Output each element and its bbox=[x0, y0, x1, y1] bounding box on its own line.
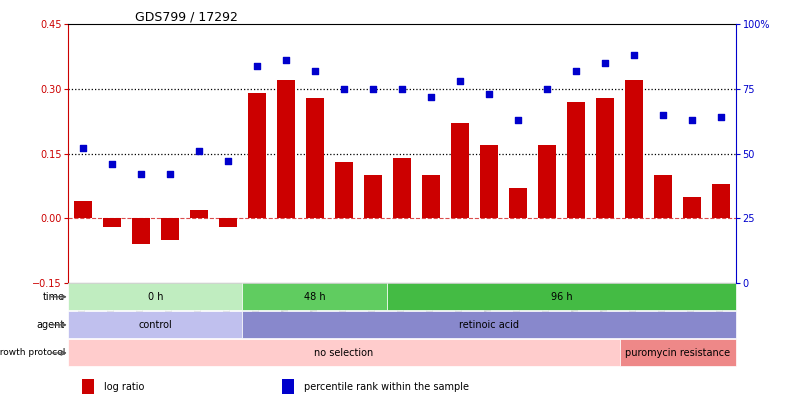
Text: log ratio: log ratio bbox=[104, 382, 144, 392]
Point bbox=[279, 57, 292, 64]
Bar bbox=[248, 93, 265, 218]
Bar bbox=[277, 80, 294, 218]
Text: puromycin resistance: puromycin resistance bbox=[624, 348, 729, 358]
Bar bbox=[243, 284, 387, 310]
Point bbox=[395, 86, 408, 92]
Text: 48 h: 48 h bbox=[304, 292, 325, 302]
Point bbox=[598, 60, 611, 66]
Bar bbox=[68, 311, 243, 338]
Bar bbox=[567, 102, 584, 218]
Point bbox=[105, 161, 118, 167]
Bar bbox=[619, 339, 735, 367]
Point bbox=[685, 117, 698, 123]
Text: agent: agent bbox=[37, 320, 65, 330]
Text: GDS799 / 17292: GDS799 / 17292 bbox=[135, 10, 238, 23]
Point bbox=[366, 86, 379, 92]
Bar bbox=[74, 201, 92, 218]
Bar bbox=[243, 311, 735, 338]
Point bbox=[192, 148, 205, 154]
Bar bbox=[68, 339, 619, 367]
Bar bbox=[190, 209, 207, 218]
Bar bbox=[596, 98, 613, 218]
Point bbox=[453, 78, 466, 84]
Point bbox=[656, 111, 669, 118]
Text: retinoic acid: retinoic acid bbox=[459, 320, 519, 330]
Bar bbox=[538, 145, 555, 218]
Point bbox=[569, 68, 582, 74]
Point bbox=[714, 114, 727, 121]
Point bbox=[163, 171, 176, 177]
Bar bbox=[335, 162, 353, 218]
Point bbox=[76, 145, 89, 151]
Text: 0 h: 0 h bbox=[148, 292, 163, 302]
Bar bbox=[68, 284, 243, 310]
Bar bbox=[282, 379, 294, 394]
Point bbox=[221, 158, 234, 164]
Bar bbox=[393, 158, 410, 218]
Text: no selection: no selection bbox=[314, 348, 373, 358]
Bar bbox=[82, 379, 94, 394]
Bar bbox=[306, 98, 324, 218]
Point bbox=[134, 171, 147, 177]
Bar bbox=[625, 80, 642, 218]
Text: growth protocol: growth protocol bbox=[0, 348, 65, 358]
Bar bbox=[387, 284, 735, 310]
Point bbox=[251, 62, 263, 69]
Point bbox=[627, 52, 640, 59]
Bar bbox=[450, 124, 468, 218]
Bar bbox=[479, 145, 497, 218]
Bar bbox=[103, 218, 120, 227]
Bar bbox=[132, 218, 149, 244]
Bar bbox=[364, 175, 381, 218]
Text: percentile rank within the sample: percentile rank within the sample bbox=[304, 382, 468, 392]
Bar bbox=[683, 196, 700, 218]
Bar bbox=[219, 218, 236, 227]
Point bbox=[511, 117, 524, 123]
Bar bbox=[654, 175, 671, 218]
Bar bbox=[509, 188, 526, 218]
Point bbox=[540, 86, 552, 92]
Bar bbox=[422, 175, 439, 218]
Text: control: control bbox=[138, 320, 172, 330]
Point bbox=[337, 86, 350, 92]
Point bbox=[308, 68, 321, 74]
Point bbox=[482, 91, 495, 97]
Text: 96 h: 96 h bbox=[550, 292, 572, 302]
Point bbox=[424, 94, 437, 100]
Bar bbox=[161, 218, 178, 240]
Text: time: time bbox=[43, 292, 65, 302]
Bar bbox=[711, 184, 729, 218]
